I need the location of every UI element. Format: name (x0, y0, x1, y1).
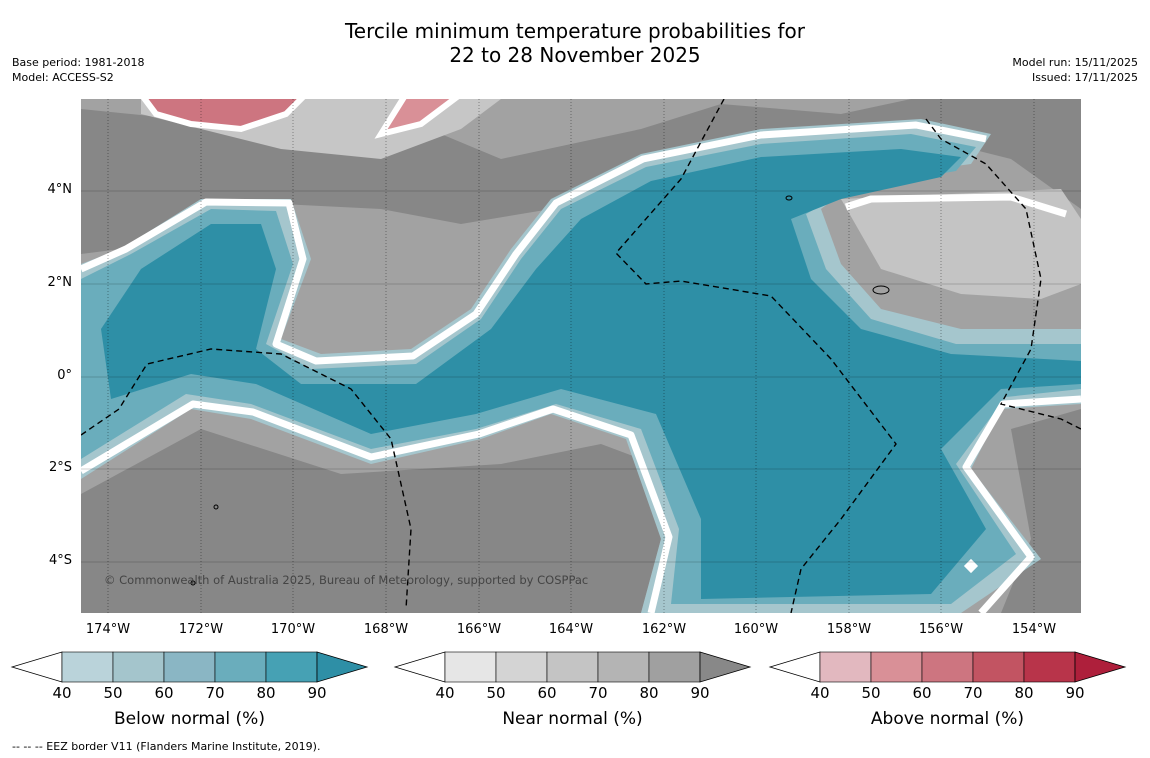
colorbar-swatch (1023, 651, 1076, 683)
colorbar-extend-low (393, 651, 446, 683)
x-tick-label: 156°W (918, 622, 964, 637)
colorbar-swatch (163, 651, 216, 683)
model-run: Model run: 15/11/2025 (1012, 56, 1138, 69)
eez-border-east (925, 118, 1081, 430)
x-tick-label: 162°W (641, 622, 687, 637)
colorbar-tick-label: 50 (103, 684, 123, 702)
y-tick-label: 0° (57, 368, 72, 383)
island-1 (785, 195, 793, 201)
colorbar-swatch (214, 651, 267, 683)
colorbar-tick-label: 70 (963, 684, 983, 702)
colorbar-tick-label: 60 (154, 684, 174, 702)
near-normal-dark-south (81, 429, 661, 613)
colorbar-tick-label: 40 (52, 684, 72, 702)
map-plot: © Commonwealth of Australia 2025, Bureau… (81, 99, 1081, 613)
colorbar-extend-low (10, 651, 63, 683)
island-3 (213, 504, 219, 510)
meta-left: Base period: 1981-2018 Model: ACCESS-S2 (12, 55, 144, 85)
x-tick-label: 170°W (270, 622, 316, 637)
colorbar-tick-label: 80 (639, 684, 659, 702)
contour-40-north (81, 121, 987, 365)
colorbar-swatch (597, 651, 650, 683)
above-normal-patch-west (141, 99, 306, 133)
colorbar-swatch (921, 651, 974, 683)
eez-border-west (81, 348, 412, 610)
above-normal-seed (963, 558, 979, 574)
colorbar-swatch (819, 651, 872, 683)
colorbar-tick-label: 90 (307, 684, 327, 702)
colorbars (10, 651, 1127, 683)
colorbar-tick-label: 80 (256, 684, 276, 702)
x-tick-label: 160°W (733, 622, 779, 637)
x-tick-label: 154°W (1011, 622, 1057, 637)
above-normal-patch-center (374, 99, 460, 139)
island-4 (190, 580, 196, 586)
below-normal-core (101, 149, 1081, 599)
y-tick-label: 4°N (47, 182, 73, 197)
colorbar-extend-high (316, 651, 369, 683)
footer-note: -- -- -- EEZ border V11 (Flanders Marine… (12, 740, 321, 753)
y-tick-label: 4°S (48, 553, 72, 568)
colorbar-swatch (112, 651, 165, 683)
near-normal-light-east (841, 189, 1081, 299)
colorbar-swatch (648, 651, 701, 683)
colorbar-tick-label: 80 (1014, 684, 1034, 702)
x-tick-label: 174°W (85, 622, 131, 637)
colorbar-tick-label: 40 (435, 684, 455, 702)
y-tick-label: 2°S (48, 460, 72, 475)
x-tick-label: 168°W (363, 622, 409, 637)
colorbar-tick-label: 60 (912, 684, 932, 702)
x-tick-label: 158°W (826, 622, 872, 637)
colorbar-title: Below normal (%) (114, 709, 265, 729)
colorbar-extend-high (1074, 651, 1127, 683)
meta-right: Model run: 15/11/2025 Issued: 17/11/2025 (1012, 55, 1138, 85)
colorbar (768, 651, 1127, 683)
colorbar-swatch (61, 651, 114, 683)
map-title-line1: Tercile minimum temperature probabilitie… (344, 19, 806, 43)
colorbar (393, 651, 752, 683)
colorbar-extend-low (768, 651, 821, 683)
model-name: Model: ACCESS-S2 (12, 71, 114, 84)
colorbar-tick-label: 70 (588, 684, 608, 702)
x-tick-label: 166°W (456, 622, 502, 637)
x-tick-label: 172°W (178, 622, 224, 637)
colorbar-extend-high (699, 651, 752, 683)
colorbar-tick-label: 60 (537, 684, 557, 702)
colorbar-tick-label: 90 (690, 684, 710, 702)
colorbar-tick-label: 70 (205, 684, 225, 702)
colorbar-tick-label: 50 (486, 684, 506, 702)
map-title-line2: 22 to 28 November 2025 (449, 43, 701, 67)
contour-40-east (962, 395, 1081, 613)
colorbar-swatch (972, 651, 1025, 683)
colorbar-swatch (870, 651, 923, 683)
colorbar-swatch (265, 651, 318, 683)
issued-date: Issued: 17/11/2025 (1031, 71, 1138, 84)
colorbar-tick-label: 40 (810, 684, 830, 702)
y-tick-label: 2°N (47, 275, 73, 290)
x-tick-label: 164°W (548, 622, 594, 637)
colorbar-tick-label: 50 (861, 684, 881, 702)
latitude-gridlines (81, 190, 1081, 563)
contour-40-south (81, 400, 673, 613)
copyright-text: © Commonwealth of Australia 2025, Bureau… (104, 573, 588, 587)
colorbar-swatch (546, 651, 599, 683)
colorbar-swatch (444, 651, 497, 683)
island-2 (872, 285, 890, 295)
colorbar-swatch (495, 651, 548, 683)
colorbar (10, 651, 369, 683)
colorbar-title: Above normal (%) (870, 709, 1025, 729)
colorbar-tick-label: 90 (1065, 684, 1085, 702)
colorbar-title: Near normal (%) (502, 709, 643, 729)
base-period: Base period: 1981-2018 (12, 56, 145, 69)
near-normal-dark-se (1001, 409, 1081, 613)
